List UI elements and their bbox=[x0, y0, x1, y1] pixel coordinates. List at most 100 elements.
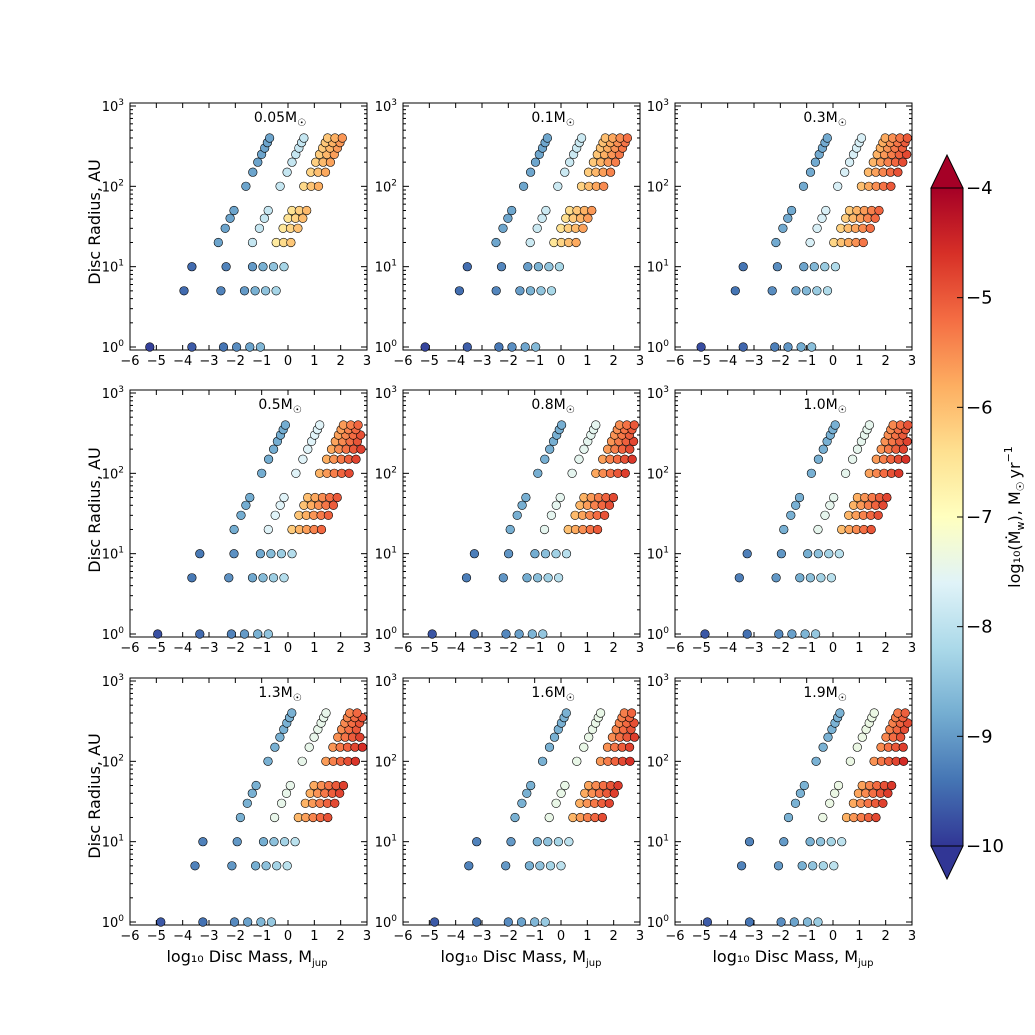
data-point bbox=[786, 510, 796, 520]
x-tick-label: −1 bbox=[252, 641, 271, 656]
data-point bbox=[518, 181, 529, 191]
data-point bbox=[620, 468, 630, 478]
data-point bbox=[263, 524, 273, 535]
x-tick-label: −5 bbox=[420, 354, 439, 369]
data-point bbox=[599, 510, 610, 520]
data-point bbox=[297, 756, 307, 766]
data-point bbox=[532, 837, 542, 847]
y-tick-label: 102 bbox=[647, 178, 669, 195]
data-point bbox=[787, 629, 797, 639]
x-tick-label: 0 bbox=[557, 929, 565, 944]
data-point bbox=[298, 213, 308, 223]
data-point bbox=[898, 756, 909, 766]
data-point bbox=[772, 262, 783, 272]
data-point bbox=[469, 629, 480, 639]
data-point bbox=[587, 205, 597, 216]
data-point bbox=[567, 468, 577, 478]
data-point bbox=[320, 167, 331, 177]
data-point bbox=[773, 861, 784, 871]
x-tick-label: 2 bbox=[610, 641, 618, 656]
data-point bbox=[543, 573, 553, 583]
data-point bbox=[578, 223, 588, 233]
data-point bbox=[546, 286, 557, 296]
x-tick-label: −3 bbox=[472, 354, 491, 369]
data-point bbox=[813, 549, 823, 559]
x-tick-label: −4 bbox=[446, 354, 465, 369]
y-tick-label: 101 bbox=[375, 546, 397, 563]
x-tick-label: −5 bbox=[420, 641, 439, 656]
data-point bbox=[225, 213, 235, 223]
x-tick-label: 1 bbox=[310, 641, 318, 656]
data-point bbox=[799, 780, 809, 791]
data-point bbox=[806, 468, 817, 478]
data-point bbox=[583, 213, 593, 223]
data-point bbox=[584, 732, 594, 742]
data-point bbox=[269, 837, 279, 847]
x-tick-label: 0 bbox=[829, 929, 837, 944]
panel-1: −6 −5 −4 −3 −2 −1 0 1 2 3 100 101 102 103 0.05M☉ bbox=[102, 98, 371, 369]
data-point bbox=[537, 756, 548, 766]
data-point bbox=[268, 262, 279, 272]
data-point bbox=[285, 780, 295, 791]
data-point bbox=[813, 454, 824, 464]
data-point bbox=[820, 262, 830, 272]
data-point bbox=[236, 510, 246, 520]
data-point bbox=[738, 262, 748, 272]
y-tick-label: 100 bbox=[375, 626, 398, 643]
data-point bbox=[613, 780, 623, 791]
data-point bbox=[491, 237, 501, 248]
data-point bbox=[826, 837, 836, 847]
data-point bbox=[810, 157, 821, 167]
data-point bbox=[771, 237, 781, 248]
data-point bbox=[504, 549, 514, 559]
data-point bbox=[286, 237, 296, 248]
data-point bbox=[248, 167, 258, 177]
panel-2: −6 −5 −4 −3 −2 −1 0 1 2 3 100 101 102 103 0.1M☉ bbox=[375, 98, 644, 369]
x-tick-label: −3 bbox=[744, 354, 763, 369]
data-point bbox=[845, 756, 856, 766]
x-tick-label: 0 bbox=[557, 641, 565, 656]
y-tick-label: 100 bbox=[647, 626, 670, 643]
data-point bbox=[837, 837, 847, 847]
x-tick-label: −1 bbox=[252, 929, 271, 944]
data-point bbox=[545, 444, 555, 454]
data-point bbox=[818, 742, 828, 752]
panel-title: 0.8M☉ bbox=[531, 397, 574, 416]
data-point bbox=[609, 788, 619, 798]
data-point bbox=[325, 157, 336, 167]
data-point bbox=[783, 812, 794, 823]
x-tick-label: 2 bbox=[337, 641, 345, 656]
data-point bbox=[882, 492, 892, 503]
ylabel-row-2: Disc Radius, AU bbox=[85, 447, 104, 572]
data-point bbox=[229, 549, 239, 559]
x-tick-label: 0 bbox=[284, 354, 292, 369]
data-point bbox=[268, 573, 279, 583]
data-point bbox=[224, 573, 234, 583]
data-point bbox=[261, 286, 271, 296]
data-point bbox=[522, 788, 532, 798]
data-point bbox=[258, 837, 269, 847]
data-point bbox=[774, 629, 784, 639]
data-point bbox=[517, 500, 527, 510]
data-point bbox=[730, 286, 740, 296]
y-tick-label: 100 bbox=[102, 914, 125, 931]
data-point bbox=[591, 420, 601, 430]
data-point bbox=[818, 861, 828, 871]
data-point bbox=[263, 756, 273, 766]
data-point bbox=[779, 837, 789, 847]
y-tick-label: 102 bbox=[102, 465, 124, 482]
data-point bbox=[255, 342, 266, 352]
data-point bbox=[350, 756, 361, 766]
data-point bbox=[783, 213, 793, 223]
data-point bbox=[515, 286, 525, 296]
data-point bbox=[462, 262, 472, 272]
data-point bbox=[258, 262, 268, 272]
data-point bbox=[261, 861, 271, 871]
data-point bbox=[778, 223, 788, 233]
data-point bbox=[243, 917, 253, 927]
data-point bbox=[427, 629, 437, 639]
data-point bbox=[560, 167, 570, 177]
x-tick-label: −3 bbox=[472, 641, 491, 656]
data-point bbox=[818, 812, 828, 823]
